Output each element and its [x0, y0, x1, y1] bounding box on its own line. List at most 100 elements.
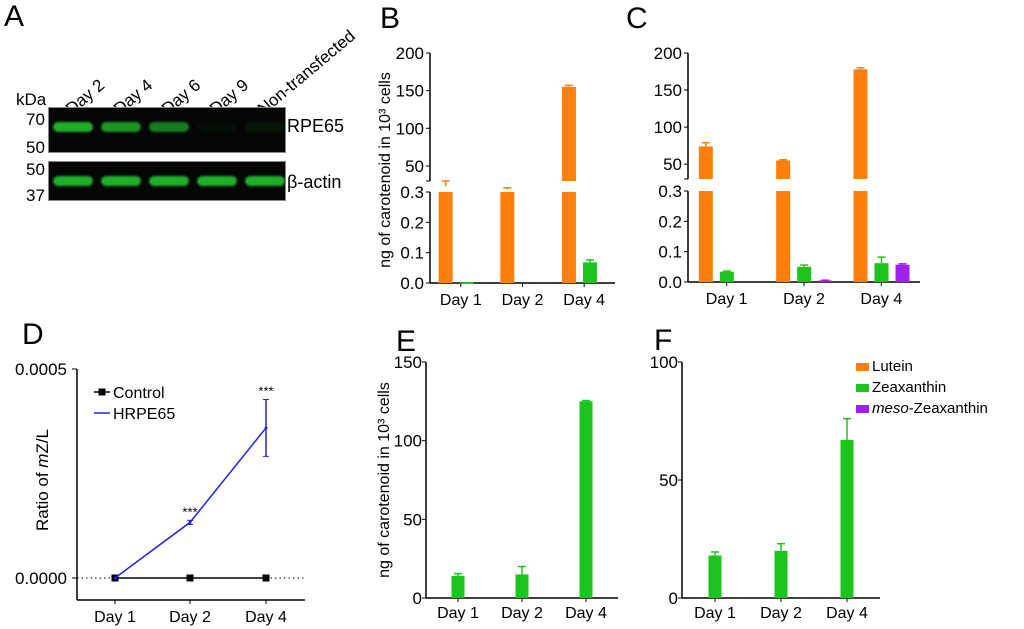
bar — [708, 555, 722, 598]
panel-label-e: E — [396, 325, 417, 358]
y-tick-label: 0.1 — [400, 244, 424, 263]
bar — [818, 280, 833, 282]
y-tick-label: 150 — [394, 353, 422, 372]
x-tick-label: Day 1 — [706, 291, 748, 308]
y-tick-label: 0.0 — [400, 274, 424, 293]
bar — [776, 191, 791, 282]
data-point — [188, 520, 192, 524]
blot-band — [197, 176, 237, 186]
bar — [698, 146, 713, 179]
bar — [438, 192, 453, 283]
y-tick-label: 0.0 — [658, 273, 682, 292]
y-tick-label: 150 — [396, 82, 424, 101]
y-tick-label: 100 — [650, 353, 678, 372]
significance-marker: *** — [258, 384, 273, 399]
y-tick-label: 100 — [394, 432, 422, 451]
panel-label-b: B — [380, 2, 401, 35]
legend-marker-control — [98, 388, 106, 396]
x-tick-label: Day 4 — [860, 291, 902, 308]
y-tick-label: 100 — [654, 118, 682, 137]
y-axis-label: ng of carotenoid in 10³ cells — [377, 72, 394, 268]
bar — [853, 69, 868, 179]
significance-marker: *** — [182, 504, 197, 519]
data-point — [186, 574, 194, 582]
data-point — [113, 576, 117, 580]
blot-band — [149, 176, 189, 186]
legend-item-meso-zeaxanthin: meso-Zeaxanthin — [856, 398, 988, 419]
bar — [579, 401, 593, 598]
bar — [853, 191, 868, 282]
legend-label-hrpe65: HRPE65 — [113, 406, 175, 423]
x-tick-label: Day 4 — [245, 609, 287, 626]
rpe65-marker-70: 70 — [26, 110, 45, 129]
legend-swatch-lutein — [856, 363, 869, 371]
legend-item-lutein: Lutein — [856, 356, 988, 377]
rpe65-blot — [48, 107, 286, 153]
y-tick-label: 0.0005 — [15, 360, 67, 379]
actin-marker-37: 37 — [26, 186, 45, 205]
x-tick-label: Day 4 — [565, 605, 607, 622]
y-tick-label: 0 — [413, 589, 422, 608]
actin-marker-50: 50 — [26, 160, 45, 179]
x-tick-label: Day 2 — [501, 605, 543, 622]
y-tick-label: 50 — [403, 510, 422, 529]
series-line-hrpe65 — [114, 427, 267, 579]
blot-band — [101, 122, 141, 132]
y-tick-label: 0.0000 — [15, 569, 67, 588]
x-tick-label: Day 1 — [94, 609, 136, 626]
blot-band — [245, 176, 285, 186]
x-tick-label: Day 1 — [437, 605, 479, 622]
bar — [561, 86, 576, 181]
y-tick-label: 100 — [396, 119, 424, 138]
y-tick-label: 0.2 — [400, 213, 424, 232]
legend-swatch-meso — [856, 405, 869, 413]
y-tick-label: 0.1 — [658, 243, 682, 262]
legend-item-zeaxanthin: Zeaxanthin — [856, 377, 988, 398]
bar — [895, 264, 910, 282]
panel-label-d: D — [22, 318, 44, 351]
kda-label: kDa — [16, 90, 47, 109]
bar — [500, 192, 515, 283]
y-tick-label: 200 — [396, 44, 424, 63]
x-tick-label: Day 2 — [502, 292, 544, 309]
y-tick-label: 200 — [654, 44, 682, 63]
legend-swatch-zeaxanthin — [856, 384, 869, 392]
bar — [797, 266, 812, 282]
panel-label-a: A — [4, 0, 25, 33]
bar — [874, 263, 889, 282]
bar — [561, 192, 576, 283]
bar — [840, 439, 854, 598]
bar — [776, 160, 791, 179]
y-tick-label: 50 — [663, 155, 682, 174]
y-tick-label: 0.3 — [400, 183, 424, 202]
blot-band — [53, 176, 93, 186]
bar — [774, 550, 788, 598]
blot-band — [149, 122, 189, 132]
y-axis-label: ng of carotenoid in 10³ cells — [376, 382, 393, 578]
bar — [459, 282, 474, 284]
legend: Lutein Zeaxanthin meso-Zeaxanthin — [856, 356, 988, 419]
panel-label-f: F — [654, 324, 673, 357]
x-tick-label: Day 4 — [563, 292, 605, 309]
y-axis-label: Ratio of mZ/L — [33, 429, 52, 531]
blot-band — [101, 176, 141, 186]
bar — [719, 271, 734, 282]
y-tick-label: 0 — [669, 589, 678, 608]
actin-blot — [48, 161, 286, 201]
y-tick-label: 0.3 — [658, 182, 682, 201]
x-tick-label: Day 2 — [783, 291, 825, 308]
y-tick-label: 150 — [654, 81, 682, 100]
blot-band — [197, 122, 237, 132]
x-tick-label: Day 2 — [760, 605, 802, 622]
blot-band — [245, 122, 285, 132]
x-tick-label: Day 4 — [826, 605, 868, 622]
x-tick-label: Day 1 — [440, 292, 482, 309]
bar — [515, 574, 529, 598]
rpe65-marker-50: 50 — [26, 138, 45, 157]
rpe65-label: RPE65 — [287, 116, 345, 136]
bar — [698, 191, 713, 282]
bar — [582, 262, 597, 283]
x-tick-label: Day 1 — [694, 605, 736, 622]
blot-band — [53, 122, 93, 132]
